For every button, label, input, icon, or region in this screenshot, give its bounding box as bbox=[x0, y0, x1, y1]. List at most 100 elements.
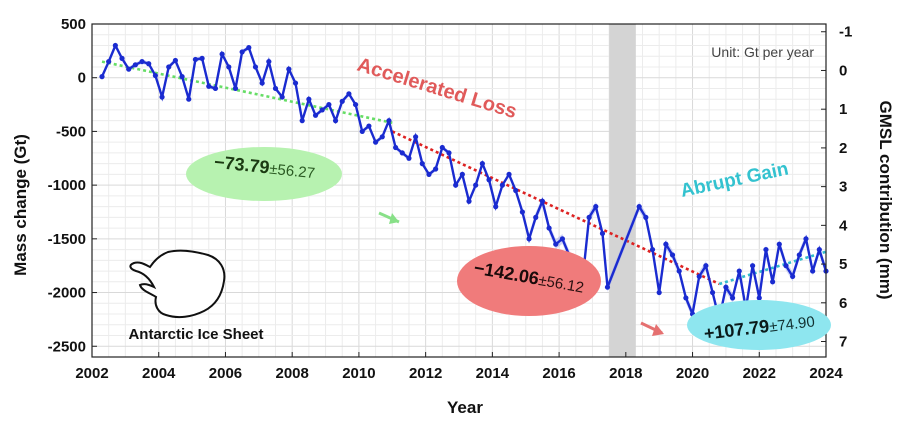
data-point bbox=[359, 128, 365, 135]
data-point bbox=[656, 289, 662, 296]
x-tick-label: 2024 bbox=[809, 365, 843, 382]
data-point bbox=[259, 80, 265, 86]
data-point bbox=[676, 268, 682, 274]
data-point bbox=[372, 139, 379, 145]
data-point bbox=[723, 284, 729, 290]
data-point bbox=[709, 289, 716, 296]
red-arrow-icon bbox=[640, 321, 664, 336]
data-point bbox=[604, 284, 611, 290]
data-point bbox=[352, 101, 359, 108]
data-point bbox=[252, 64, 259, 70]
data-point bbox=[379, 134, 385, 140]
data-point bbox=[292, 80, 299, 86]
data-point bbox=[312, 112, 319, 118]
data-point bbox=[526, 236, 532, 242]
data-point bbox=[339, 98, 345, 104]
data-point bbox=[593, 204, 599, 210]
data-point bbox=[192, 56, 199, 63]
x-tick-label: 2008 bbox=[275, 365, 308, 382]
data-point bbox=[649, 246, 656, 253]
data-point bbox=[803, 236, 809, 242]
y2-tick-label: 4 bbox=[839, 217, 848, 234]
data-point bbox=[790, 273, 796, 280]
unit-note: Unit: Gt per year bbox=[711, 44, 814, 60]
y-tick-labels: 500 0 -500 -1000 -1500 -2000 -2500 bbox=[48, 16, 97, 355]
data-point bbox=[479, 161, 485, 167]
data-point bbox=[266, 58, 272, 65]
x-tick-labels: 2002 2004 2006 2008 2010 2012 2014 2016 2018 2020… bbox=[75, 352, 843, 382]
y2-tick-label: 3 bbox=[839, 179, 847, 196]
data-point bbox=[459, 171, 465, 177]
data-point bbox=[586, 214, 592, 220]
data-point bbox=[663, 241, 669, 247]
y2-tick-label: 1 bbox=[839, 101, 847, 118]
y2-tick-label: -1 bbox=[839, 24, 852, 41]
data-point bbox=[546, 225, 552, 231]
x-tick-label: 2004 bbox=[142, 365, 176, 382]
data-point bbox=[473, 182, 479, 188]
data-point bbox=[499, 182, 505, 188]
data-point bbox=[239, 49, 245, 55]
data-point bbox=[332, 118, 339, 124]
data-point bbox=[119, 55, 125, 61]
rate-badge-2002-2011: −73.79±56.27 bbox=[186, 147, 342, 201]
data-point bbox=[703, 263, 709, 269]
data-point bbox=[419, 161, 425, 167]
rate-badge-2011-2020: −142.06±56.12 bbox=[457, 246, 601, 316]
y2-tick-label: 0 bbox=[839, 62, 847, 79]
y2-tick-label: 5 bbox=[839, 256, 847, 273]
data-point bbox=[406, 155, 412, 161]
data-point bbox=[126, 66, 132, 72]
data-point bbox=[346, 91, 352, 97]
data-point bbox=[99, 74, 105, 80]
x-tick-label: 2022 bbox=[743, 365, 776, 382]
x-tick-label: 2020 bbox=[676, 365, 709, 382]
data-point bbox=[132, 62, 138, 68]
data-point bbox=[279, 94, 285, 100]
data-point bbox=[486, 177, 492, 183]
data-point bbox=[246, 45, 252, 51]
x-tick-label: 2012 bbox=[409, 365, 442, 382]
y2-axis-label: GMSL contribution (mm) bbox=[876, 101, 895, 300]
y-tick-label: -2000 bbox=[48, 285, 86, 302]
y-tick-label: 500 bbox=[61, 16, 86, 33]
y2-tick-label: 6 bbox=[839, 295, 847, 312]
x-tick-label: 2006 bbox=[209, 365, 242, 382]
data-point bbox=[206, 83, 212, 89]
data-point bbox=[272, 85, 279, 92]
data-point bbox=[166, 64, 172, 70]
data-point bbox=[559, 236, 566, 242]
data-point bbox=[816, 246, 822, 253]
data-point bbox=[756, 295, 762, 301]
data-point bbox=[433, 166, 439, 172]
data-point bbox=[736, 268, 742, 274]
data-point bbox=[796, 252, 802, 258]
data-point bbox=[386, 118, 392, 124]
data-point bbox=[139, 58, 145, 65]
data-point bbox=[399, 150, 405, 156]
data-point bbox=[152, 72, 158, 79]
y-tick-label: -1000 bbox=[48, 177, 86, 194]
data-point bbox=[219, 51, 225, 57]
rate-badge-2020-2024: +107.79±74.90 bbox=[687, 300, 831, 350]
rate1-uncertainty: ±56.27 bbox=[268, 161, 315, 183]
data-point bbox=[319, 107, 325, 113]
data-point bbox=[519, 209, 525, 215]
y-tick-label: -2500 bbox=[48, 338, 86, 355]
y-tick-label: -1500 bbox=[48, 231, 86, 248]
x-tick-label: 2014 bbox=[476, 365, 510, 382]
x-tick-label: 2016 bbox=[542, 365, 575, 382]
data-point bbox=[643, 214, 649, 220]
antarctica-map-icon bbox=[129, 249, 226, 319]
data-point bbox=[729, 295, 736, 301]
trend-line-2002-2011 bbox=[101, 60, 393, 125]
rate3-uncertainty: ±74.90 bbox=[768, 313, 816, 335]
data-point bbox=[783, 263, 789, 269]
data-point bbox=[696, 273, 702, 280]
data-point bbox=[112, 42, 118, 49]
data-point bbox=[750, 263, 756, 269]
data-point bbox=[493, 204, 499, 210]
data-point bbox=[513, 187, 519, 194]
y2-tick-labels: -1 0 1 2 3 4 5 6 7 bbox=[821, 24, 852, 351]
